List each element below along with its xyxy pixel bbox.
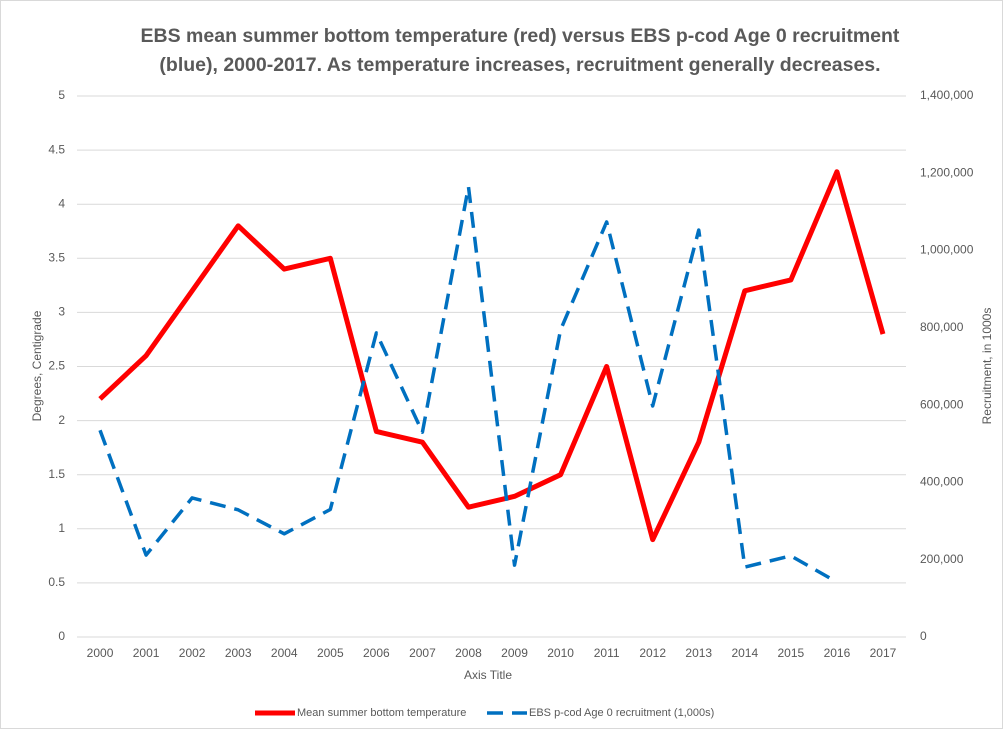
y2-tick-label: 200,000: [920, 552, 964, 566]
x-tick-label: 2006: [363, 646, 390, 660]
x-tick-label: 2002: [179, 646, 206, 660]
series-line: [98, 185, 838, 584]
x-tick-label: 2011: [594, 646, 620, 660]
y-tick-label: 2.5: [48, 359, 65, 373]
x-tick-label: 2004: [271, 646, 298, 660]
x-tick-label: 2008: [455, 646, 482, 660]
y-tick-label: 1: [58, 521, 65, 535]
x-tick-label: 2001: [133, 646, 160, 660]
y-tick-label: 0.5: [48, 575, 65, 589]
x-tick-label: 2007: [409, 646, 436, 660]
y2-tick-label: 0: [920, 629, 927, 643]
x-tick-label: 2010: [547, 646, 574, 660]
x-tick-label: 2017: [870, 646, 897, 660]
y-tick-label: 2: [58, 413, 65, 427]
y-tick-label: 3: [58, 305, 65, 319]
legend-label: EBS p-cod Age 0 recruitment (1,000s): [529, 707, 714, 719]
y-tick-label: 0: [58, 629, 65, 643]
y-tick-label: 4: [58, 196, 65, 210]
x-tick-label: 2013: [685, 646, 712, 660]
x-tick-label: 2016: [824, 646, 851, 660]
x-tick-label: 2012: [639, 646, 666, 660]
chart-title: EBS mean summer bottom temperature (red)…: [140, 25, 900, 76]
x-axis-title: Axis Title: [464, 668, 512, 682]
y2-tick-label: 600,000: [920, 397, 964, 411]
x-tick-label: 2015: [778, 646, 805, 660]
y-tick-label: 4.5: [48, 142, 65, 156]
y-tick-label: 5: [58, 88, 65, 102]
x-tick-label: 2003: [225, 646, 252, 660]
x-tick-label: 2000: [87, 646, 114, 660]
x-tick-label: 2005: [317, 646, 344, 660]
legend-label: Mean summer bottom temperature: [297, 707, 466, 719]
series-line: [98, 169, 886, 543]
y2-tick-label: 1,200,000: [920, 165, 974, 179]
y2-tick-label: 400,000: [920, 475, 964, 489]
y-tick-label: 3.5: [48, 250, 65, 264]
x-tick-label: 2009: [501, 646, 528, 660]
y2-tick-label: 800,000: [920, 320, 964, 334]
y-tick-label: 1.5: [48, 467, 65, 481]
x-tick-label: 2014: [731, 646, 758, 660]
y2-tick-label: 1,000,000: [920, 243, 974, 257]
y-axis-title: Degrees, Centigrade: [30, 310, 44, 421]
y2-tick-label: 1,400,000: [920, 88, 974, 102]
y2-axis-title: Recruitment, in 1000s: [980, 308, 994, 425]
